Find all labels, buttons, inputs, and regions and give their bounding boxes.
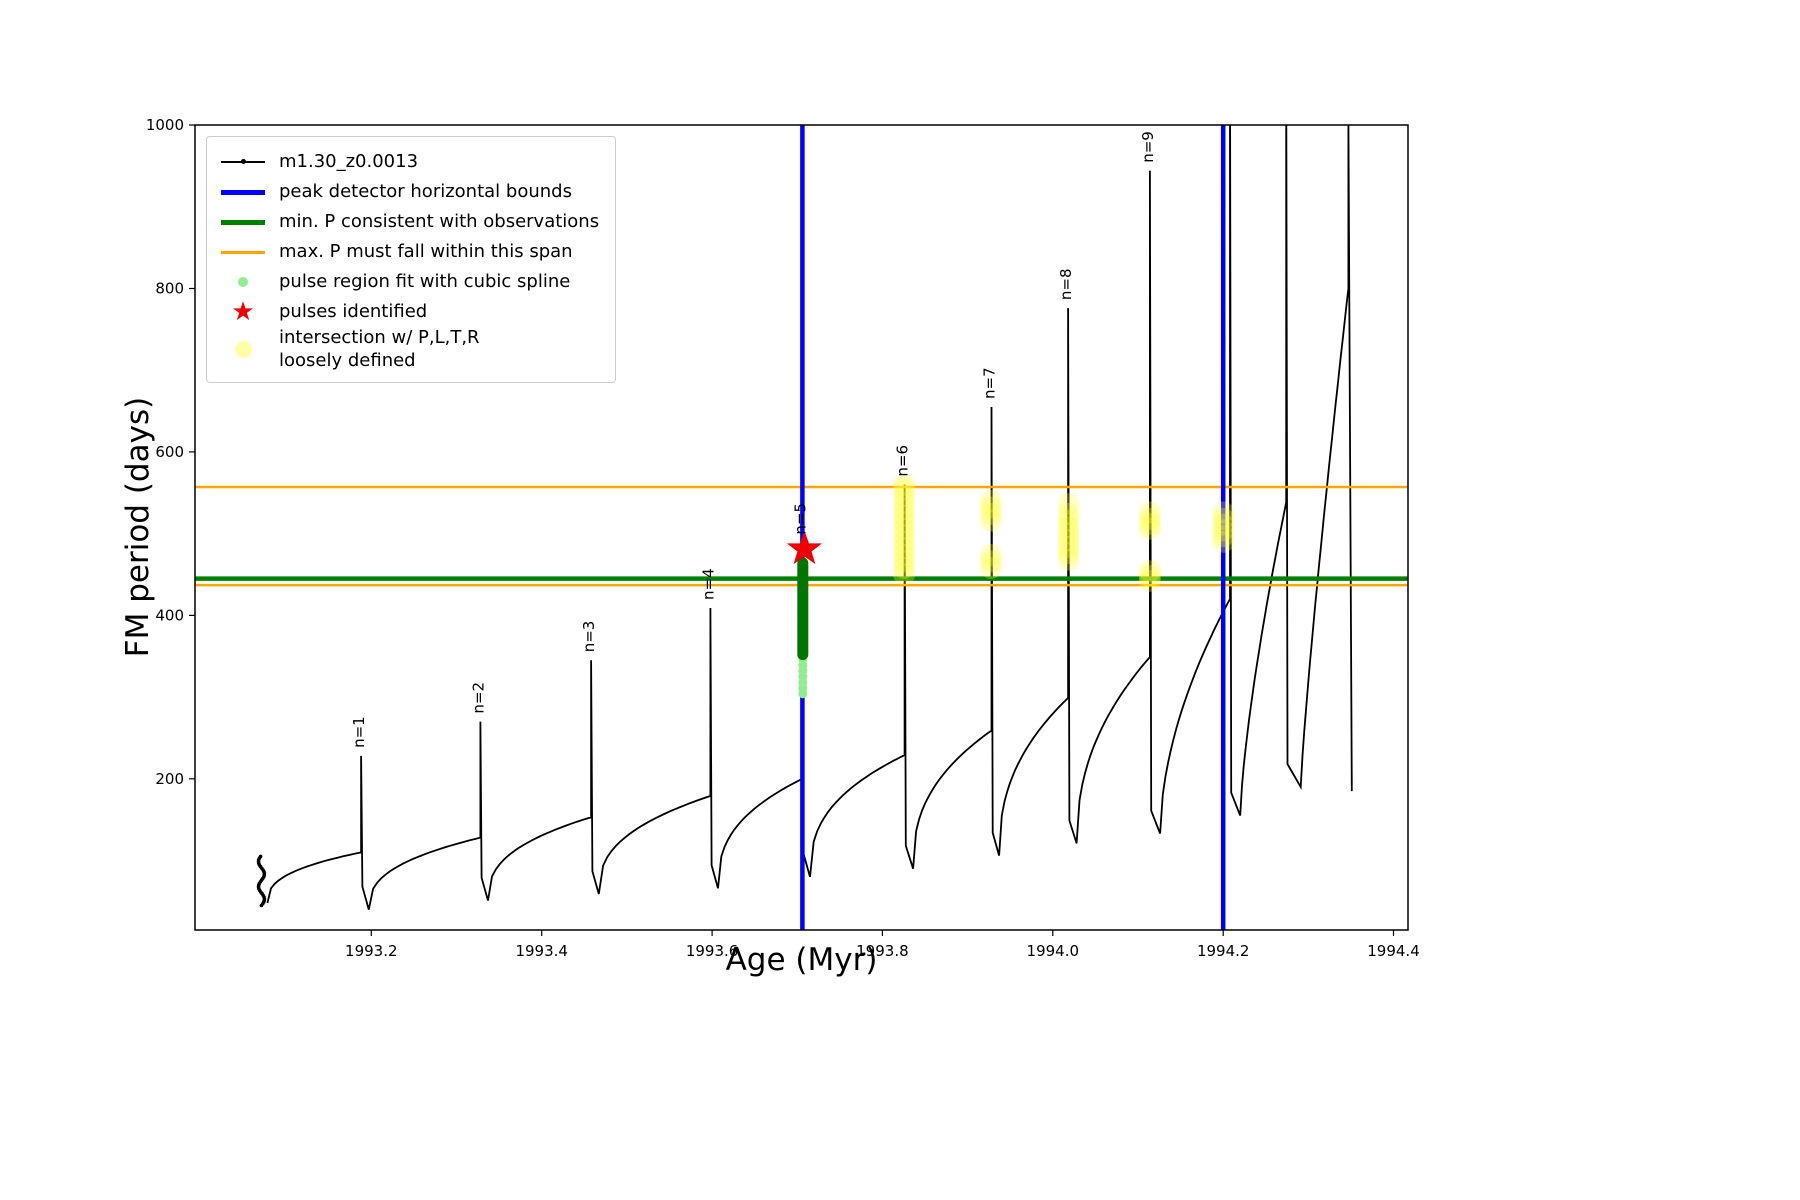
- line-legend-marker-icon: [217, 250, 269, 254]
- peak-label: n=7: [981, 367, 999, 399]
- peak-label: n=4: [699, 568, 717, 600]
- y-tick-label: 400: [155, 606, 184, 624]
- legend-item: intersection w/ P,L,T,R loosely defined: [217, 327, 599, 372]
- thick-line-legend-marker-icon: [217, 219, 269, 225]
- y-tick-label: 200: [155, 770, 184, 788]
- legend-item-label: peak detector horizontal bounds: [279, 180, 572, 202]
- peak-label: n=6: [894, 445, 912, 477]
- legend-item-label: min. P consistent with observations: [279, 210, 600, 232]
- y-tick-label: 600: [155, 443, 184, 461]
- legend-item-label: pulses identified: [279, 300, 428, 322]
- peak-label: n=9: [1139, 131, 1157, 163]
- pulse-region-dots-dark: [797, 557, 809, 661]
- main-series: [266, 125, 1353, 910]
- legend-item: max. P must fall within this span: [217, 237, 599, 267]
- thick-line-legend-marker-icon: [217, 189, 269, 195]
- intersection-dots: [893, 473, 1235, 592]
- initial-cluster: [256, 854, 267, 908]
- legend-item: ★ pulses identified: [217, 297, 599, 327]
- legend-item-label: intersection w/ P,L,T,R loosely defined: [279, 327, 480, 371]
- x-tick-label: 1993.4: [515, 942, 568, 960]
- x-tick-label: 1993.8: [856, 942, 909, 960]
- line-dot-legend-marker-icon: [217, 155, 269, 169]
- plot-spines: [194, 124, 1409, 931]
- legend-item-label: m1.30_z0.0013: [279, 150, 419, 172]
- star-legend-marker-icon: ★: [231, 297, 255, 327]
- legend-item-label: pulse region fit with cubic spline: [279, 270, 571, 292]
- peak-label: n=3: [580, 621, 598, 653]
- pulse-star: [786, 530, 823, 565]
- x-tick-label: 1994.4: [1367, 942, 1420, 960]
- x-tick-label: 1993.6: [686, 942, 739, 960]
- x-axis-label: Age (Myr): [725, 942, 878, 978]
- peak-label: n=1: [350, 716, 368, 748]
- y-axis-label: FM period (days): [120, 396, 156, 658]
- x-tick-label: 1993.2: [345, 942, 398, 960]
- legend-item: pulse region fit with cubic spline: [217, 267, 599, 297]
- peak-label: n=5: [791, 503, 809, 535]
- peak-label: n=8: [1057, 268, 1075, 300]
- big-dot-legend-marker-icon: [217, 341, 269, 358]
- legend-item: peak detector horizontal bounds: [217, 177, 599, 207]
- y-tick-label: 800: [155, 280, 184, 298]
- x-tick-label: 1994.2: [1197, 942, 1250, 960]
- x-tick-label: 1994.0: [1027, 942, 1080, 960]
- legend-item: min. P consistent with observations: [217, 207, 599, 237]
- peak-label: n=2: [469, 682, 487, 714]
- y-tick-label: 1000: [146, 116, 184, 134]
- dot-legend-marker-icon: [217, 277, 269, 287]
- legend-item: m1.30_z0.0013: [217, 147, 599, 177]
- legend-item-label: max. P must fall within this span: [279, 240, 573, 262]
